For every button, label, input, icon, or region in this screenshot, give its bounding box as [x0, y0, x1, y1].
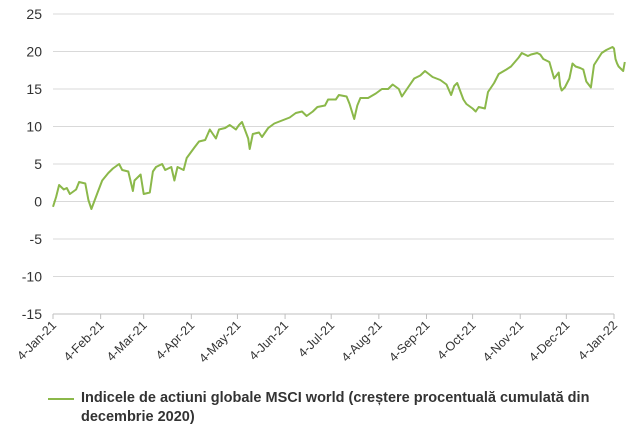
x-tick-label: 4-Feb-21 — [61, 318, 107, 364]
y-tick-label: 20 — [26, 44, 42, 60]
x-tick-label: 4-Mar-21 — [104, 318, 150, 364]
x-tick-label: 4-Dec-21 — [526, 318, 572, 364]
y-tick-label: 25 — [26, 6, 42, 22]
x-tick-label: 4-Jul-21 — [295, 318, 337, 360]
x-tick-label: 4-Sep-21 — [386, 318, 432, 364]
legend-label: Indicele de actiuni globale MSCI world (… — [81, 390, 590, 425]
legend-swatch — [48, 398, 74, 400]
legend: Indicele de actiuni globale MSCI world (… — [48, 389, 628, 427]
x-tick-label: 4-Oct-21 — [434, 318, 478, 362]
x-tick-label: 4-Jan-21 — [14, 318, 59, 363]
y-tick-label: -10 — [22, 269, 42, 285]
y-tick-label: 10 — [26, 119, 42, 135]
y-tick-label: -15 — [22, 306, 42, 322]
x-axis: 4-Jan-21 4-Feb-214-Mar-21 4-Apr-214-May-21… — [14, 313, 620, 365]
y-tick-label: 0 — [34, 194, 42, 210]
series-line — [52, 46, 626, 210]
x-tick-label: 4-Apr-21 — [153, 318, 197, 362]
y-axis-tick-labels: 25 20 15 10 5 0 -5 -10 -15 — [22, 6, 42, 322]
y-tick-label: -5 — [30, 231, 43, 247]
x-tick-label: 4-Jan-22 — [575, 318, 620, 363]
x-tick-label: 4-Jun-21 — [246, 318, 291, 363]
x-tick-label: 4-May-21 — [196, 318, 243, 365]
x-tick-label: 4-Aug-21 — [339, 318, 385, 364]
y-tick-label: 5 — [34, 156, 42, 172]
series-lines — [52, 46, 626, 210]
x-tick-label: 4-Nov-21 — [480, 318, 526, 364]
gridlines — [53, 13, 614, 315]
y-tick-label: 15 — [26, 81, 42, 97]
